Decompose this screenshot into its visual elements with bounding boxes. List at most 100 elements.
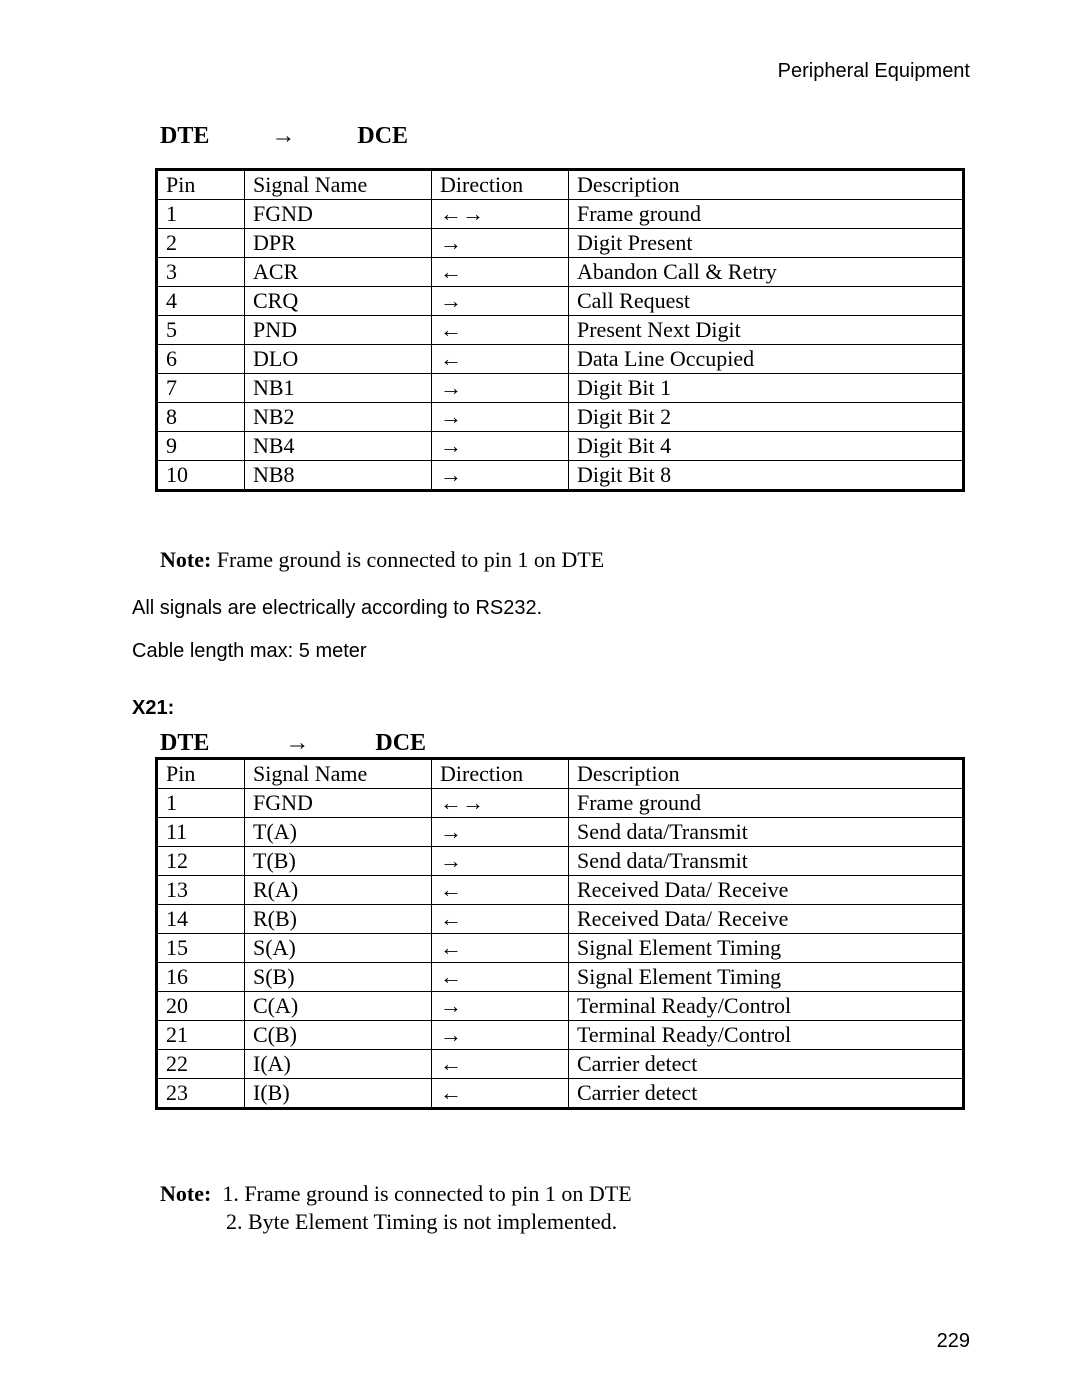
page-header: Peripheral Equipment <box>130 60 970 83</box>
description-cell: Digit Bit 2 <box>569 403 964 432</box>
direction-cell: ← <box>432 963 569 992</box>
column-header: Pin <box>157 170 245 200</box>
description-cell: Digit Bit 8 <box>569 461 964 491</box>
table-row: 5PND←Present Next Digit <box>157 316 964 345</box>
direction-cell: → <box>432 1021 569 1050</box>
direction-cell: → <box>432 818 569 847</box>
signal-cell: T(A) <box>245 818 432 847</box>
table-row: 16S(B)←Signal Element Timing <box>157 963 964 992</box>
direction-cell: → <box>432 461 569 491</box>
direction-cell: → <box>432 287 569 316</box>
pin-cell: 23 <box>157 1079 245 1109</box>
note-label: Note: <box>160 1181 211 1206</box>
dce-label: DCE <box>357 123 408 150</box>
pin-cell: 3 <box>157 258 245 287</box>
pin-cell: 5 <box>157 316 245 345</box>
column-header: Description <box>569 759 964 789</box>
signal-cell: DLO <box>245 345 432 374</box>
direction-cell: → <box>432 992 569 1021</box>
pin-cell: 10 <box>157 461 245 491</box>
description-cell: Received Data/ Receive <box>569 876 964 905</box>
pin-table-2: PinSignal NameDirectionDescription1FGND←… <box>155 757 965 1110</box>
description-cell: Call Request <box>569 287 964 316</box>
description-cell: Present Next Digit <box>569 316 964 345</box>
description-cell: Terminal Ready/Control <box>569 1021 964 1050</box>
table-row: 22I(A)←Carrier detect <box>157 1050 964 1079</box>
table-row: 8NB2→Digit Bit 2 <box>157 403 964 432</box>
direction-cell: → <box>432 374 569 403</box>
table-row: 3ACR←Abandon Call & Retry <box>157 258 964 287</box>
description-cell: Carrier detect <box>569 1079 964 1109</box>
description-cell: Send data/Transmit <box>569 847 964 876</box>
column-header: Description <box>569 170 964 200</box>
pin-cell: 1 <box>157 789 245 818</box>
description-cell: Terminal Ready/Control <box>569 992 964 1021</box>
pin-cell: 9 <box>157 432 245 461</box>
table-row: 15S(A)←Signal Element Timing <box>157 934 964 963</box>
dte-dce-heading-1: DTE → DCE <box>160 123 980 150</box>
column-header: Pin <box>157 759 245 789</box>
table-row: 11T(A)→Send data/Transmit <box>157 818 964 847</box>
note-label: Note: <box>160 547 211 572</box>
note-line-2: 2. Byte Element Timing is not implemente… <box>226 1208 980 1236</box>
pin-cell: 12 <box>157 847 245 876</box>
direction-cell: ← <box>432 934 569 963</box>
pin-cell: 20 <box>157 992 245 1021</box>
signal-cell: NB1 <box>245 374 432 403</box>
dce-label: DCE <box>375 730 426 757</box>
signal-cell: PND <box>245 316 432 345</box>
signal-cell: NB8 <box>245 461 432 491</box>
right-arrow-icon: → <box>271 123 295 150</box>
pin-cell: 21 <box>157 1021 245 1050</box>
signal-cell: R(B) <box>245 905 432 934</box>
pin-cell: 1 <box>157 200 245 229</box>
table-row: 1FGND←→Frame ground <box>157 200 964 229</box>
table-row: 10NB8→Digit Bit 8 <box>157 461 964 491</box>
section-x21-label: X21: <box>132 697 980 720</box>
description-cell: Digit Present <box>569 229 964 258</box>
signal-cell: NB4 <box>245 432 432 461</box>
table-row: 12T(B)→Send data/Transmit <box>157 847 964 876</box>
signal-cell: ACR <box>245 258 432 287</box>
table-header-row: PinSignal NameDirectionDescription <box>157 170 964 200</box>
note-2: Note: 1. Frame ground is connected to pi… <box>160 1180 980 1235</box>
dte-label: DTE <box>160 123 209 150</box>
pin-cell: 15 <box>157 934 245 963</box>
description-cell: Carrier detect <box>569 1050 964 1079</box>
table-row: 23I(B)←Carrier detect <box>157 1079 964 1109</box>
table-row: 9NB4→Digit Bit 4 <box>157 432 964 461</box>
signal-cell: S(A) <box>245 934 432 963</box>
description-cell: Digit Bit 4 <box>569 432 964 461</box>
note-1: Note: Frame ground is connected to pin 1… <box>160 547 980 573</box>
signal-cell: C(B) <box>245 1021 432 1050</box>
pin-table-1: PinSignal NameDirectionDescription1FGND←… <box>155 168 965 492</box>
direction-cell: ←→ <box>432 200 569 229</box>
signal-cell: C(A) <box>245 992 432 1021</box>
dte-label: DTE <box>160 730 209 757</box>
signal-cell: S(B) <box>245 963 432 992</box>
note-text: Frame ground is connected to pin 1 on DT… <box>211 547 604 572</box>
column-header: Direction <box>432 759 569 789</box>
signal-cell: T(B) <box>245 847 432 876</box>
note-line-1: 1. Frame ground is connected to pin 1 on… <box>222 1181 631 1206</box>
description-cell: Frame ground <box>569 200 964 229</box>
table-header-row: PinSignal NameDirectionDescription <box>157 759 964 789</box>
description-cell: Signal Element Timing <box>569 934 964 963</box>
pin-cell: 14 <box>157 905 245 934</box>
info-text-1: All signals are electrically according t… <box>132 597 980 620</box>
table-row: 4CRQ→Call Request <box>157 287 964 316</box>
signal-cell: DPR <box>245 229 432 258</box>
direction-cell: ← <box>432 1050 569 1079</box>
pin-cell: 13 <box>157 876 245 905</box>
table-row: 21C(B)→Terminal Ready/Control <box>157 1021 964 1050</box>
description-cell: Data Line Occupied <box>569 345 964 374</box>
direction-cell: ← <box>432 1079 569 1109</box>
pin-cell: 2 <box>157 229 245 258</box>
table-row: 1FGND←→Frame ground <box>157 789 964 818</box>
column-header: Signal Name <box>245 170 432 200</box>
column-header: Direction <box>432 170 569 200</box>
description-cell: Received Data/ Receive <box>569 905 964 934</box>
page-number: 229 <box>130 1330 970 1353</box>
description-cell: Frame ground <box>569 789 964 818</box>
direction-cell: ← <box>432 905 569 934</box>
